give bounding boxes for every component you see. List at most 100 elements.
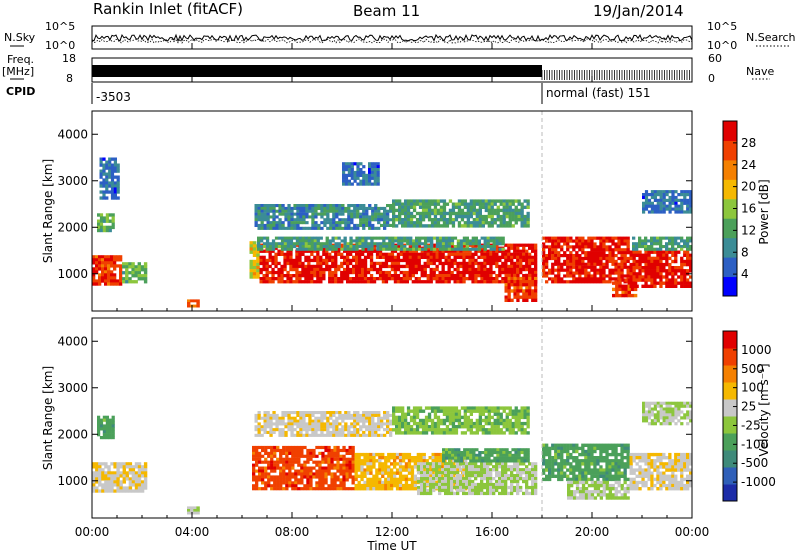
echo-cell xyxy=(341,209,345,213)
echo-cell xyxy=(432,474,436,478)
echo-cell xyxy=(662,266,666,270)
echo-cell xyxy=(456,471,460,475)
echo-cell xyxy=(545,236,549,240)
echo-cell xyxy=(394,247,398,251)
echo-cell xyxy=(492,242,496,246)
echo-cell xyxy=(617,239,621,243)
echo-cell xyxy=(363,452,367,457)
echo-cell xyxy=(289,252,293,256)
echo-cell xyxy=(306,478,310,482)
echo-cell xyxy=(366,249,371,253)
echo-cell xyxy=(276,460,280,464)
echo-cell xyxy=(659,284,663,288)
echo-cell xyxy=(475,459,479,463)
echo-cell xyxy=(626,236,630,240)
echo-cell xyxy=(95,258,99,262)
echo-cell xyxy=(95,486,99,490)
echo-cell xyxy=(474,252,478,256)
echo-cell xyxy=(418,205,423,209)
echo-cell xyxy=(417,264,421,269)
echo-cell xyxy=(438,488,442,493)
echo-cell xyxy=(642,210,646,214)
echo-cell xyxy=(419,452,423,457)
echo-cell xyxy=(290,221,294,225)
echo-cell xyxy=(302,212,306,216)
echo-cell xyxy=(116,190,120,194)
echo-cell xyxy=(557,452,561,457)
echo-cell xyxy=(398,208,402,213)
echo-cell xyxy=(478,208,482,213)
echo-cell xyxy=(278,206,282,210)
echo-cell xyxy=(137,262,141,266)
echo-cell xyxy=(128,262,132,266)
echo-cell xyxy=(134,280,138,284)
echo-cell xyxy=(122,468,126,472)
echo-cell xyxy=(453,471,457,475)
echo-cell xyxy=(252,269,257,273)
echo-cell xyxy=(478,214,482,219)
echo-cell xyxy=(410,459,415,463)
echo-cell xyxy=(337,252,341,256)
freq-unit-label: [MHz] xyxy=(2,65,34,78)
echo-cell xyxy=(119,273,123,277)
echo-cell xyxy=(374,209,378,213)
echo-cell xyxy=(333,454,337,458)
echo-cell xyxy=(325,247,329,251)
echo-cell xyxy=(415,245,419,249)
echo-cell xyxy=(92,276,96,280)
echo-cell xyxy=(342,454,346,458)
echo-cell xyxy=(638,253,642,257)
echo-cell xyxy=(113,258,117,262)
echo-cell xyxy=(347,170,351,175)
echo-cell xyxy=(596,256,600,261)
echo-cell xyxy=(291,463,295,467)
echo-cell xyxy=(375,477,379,482)
echo-cell xyxy=(457,459,461,463)
echo-cell xyxy=(605,256,609,261)
echo-cell xyxy=(401,221,405,225)
echo-cell xyxy=(447,485,451,490)
echo-cell xyxy=(444,258,448,263)
echo-cell xyxy=(447,239,452,243)
echo-cell xyxy=(554,259,558,263)
echo-cell xyxy=(659,242,663,246)
echo-cell xyxy=(468,477,472,481)
echo-cell xyxy=(140,471,145,475)
echo-cell xyxy=(578,265,582,269)
echo-cell xyxy=(448,456,452,460)
echo-cell xyxy=(481,459,485,463)
echo-cell xyxy=(105,184,109,188)
echo-cell xyxy=(498,247,502,251)
echo-cell xyxy=(113,267,117,271)
echo-cell xyxy=(569,443,573,447)
echo-cell xyxy=(102,433,106,437)
echo-cell xyxy=(306,448,310,453)
echo-cell xyxy=(384,270,389,275)
echo-cell xyxy=(350,218,354,222)
echo-cell xyxy=(401,218,405,222)
echo-cell xyxy=(496,208,500,213)
echo-cell xyxy=(427,245,431,249)
echo-cell xyxy=(442,448,446,452)
echo-cell xyxy=(615,293,619,298)
echo-cell xyxy=(99,219,104,223)
echo-cell xyxy=(528,270,532,275)
echo-cell xyxy=(435,462,439,466)
echo-cell xyxy=(394,245,398,249)
echo-cell xyxy=(545,462,549,466)
echo-cell xyxy=(346,258,350,263)
echo-cell xyxy=(444,270,448,275)
echo-cell xyxy=(365,221,369,225)
echo-cell xyxy=(465,474,469,478)
echo-cell xyxy=(489,249,493,253)
echo-cell xyxy=(102,430,106,434)
echo-cell xyxy=(366,277,371,281)
echo-cell xyxy=(273,487,277,491)
echo-cell xyxy=(453,485,457,490)
echo-cell xyxy=(266,215,270,219)
echo-cell xyxy=(284,226,288,230)
echo-cell xyxy=(97,427,101,431)
echo-cell xyxy=(683,281,687,285)
echo-cell xyxy=(351,475,355,479)
echo-cell xyxy=(525,283,529,287)
